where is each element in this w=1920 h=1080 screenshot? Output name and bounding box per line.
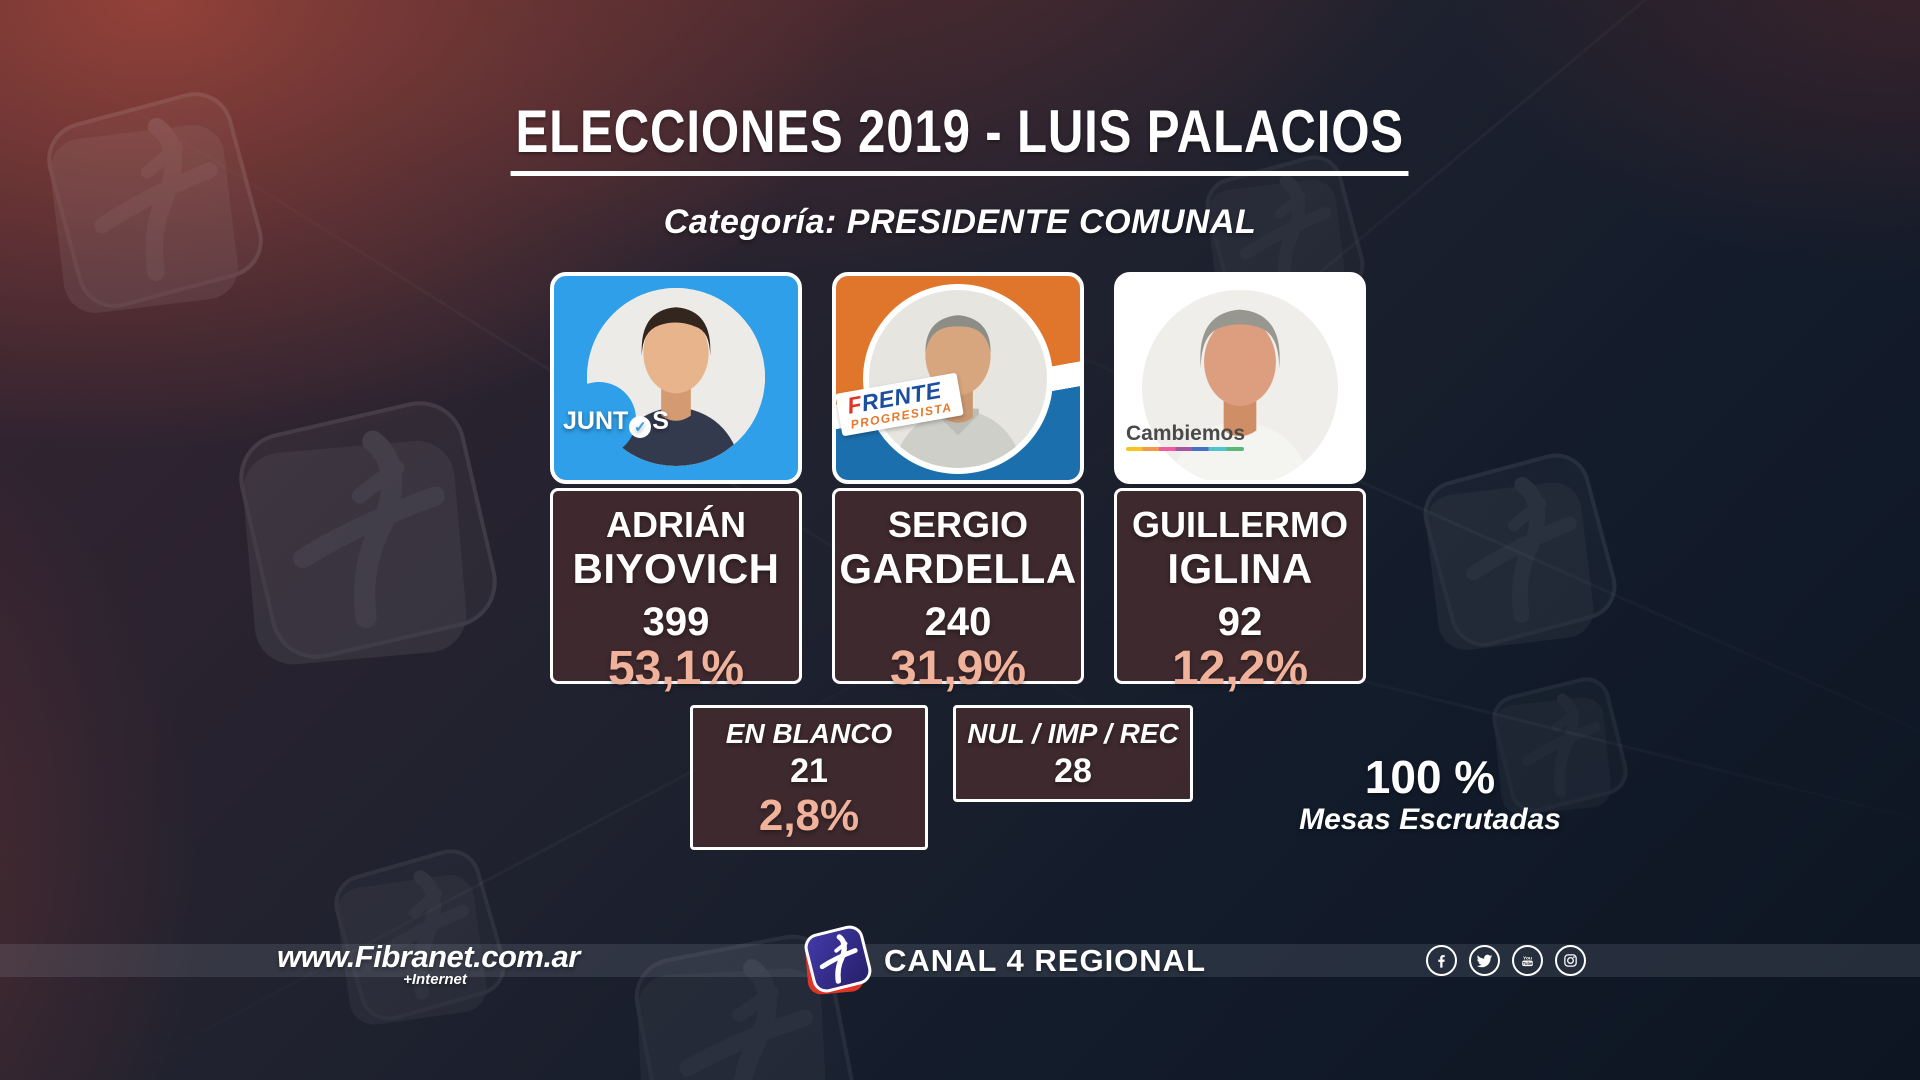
blank-votes-label: EN BLANCO <box>725 718 893 749</box>
candidate-votes: 92 <box>1217 599 1263 644</box>
candidate-result-panel: SERGIO GARDELLA 240 31,9% <box>832 488 1084 694</box>
youtube-icon: You Tube <box>1512 945 1543 976</box>
facebook-icon <box>1426 945 1457 976</box>
candidate-photo-panel: FRENTE PROGRESISTA <box>832 272 1084 484</box>
candidate-last-name: IGLINA <box>1167 544 1313 592</box>
candidate-card-iglina: Cambiemos GUILLERMO IGLINA 92 12,2% <box>1114 272 1366 694</box>
canal4-watermark-icon <box>627 927 863 1080</box>
candidate-last-name: BIYOVICH <box>572 544 780 592</box>
candidate-first-name: GUILLERMO <box>1132 504 1348 545</box>
scrutiny-block: 100 % Mesas Escrutadas <box>1270 752 1590 837</box>
null-votes-box: NUL / IMP / REC 28 <box>953 705 1193 802</box>
candidate-votes: 240 <box>924 599 992 644</box>
channel-name: CANAL 4 REGIONAL <box>884 943 1207 978</box>
null-votes-label: NUL / IMP / REC <box>967 718 1179 749</box>
canal4-watermark-icon <box>38 83 272 317</box>
candidate-portrait <box>1142 290 1338 480</box>
juntos-wordmark-pre: JUNT <box>563 407 629 435</box>
candidate-card-biyovich: JUNT ✓ S ADRIÁN BIYOVICH 399 53,1% <box>550 272 802 694</box>
candidate-first-name: SERGIO <box>887 504 1029 545</box>
canal4-watermark-icon <box>1199 149 1371 321</box>
sponsor-website: www.Fibranet.com.ar +Internet <box>277 939 580 988</box>
juntos-logo: JUNT ✓ S <box>563 407 669 438</box>
category-subtitle: Categoría: PRESIDENTE COMUNAL <box>663 203 1257 241</box>
canal4-watermark-icon <box>1487 672 1633 818</box>
candidate-first-name: ADRIÁN <box>606 504 746 545</box>
footer-band <box>0 944 1920 977</box>
blank-votes-percent: 2,8% <box>758 791 860 841</box>
candidate-percent: 12,2% <box>1171 641 1309 695</box>
canal4-watermark-icon <box>327 842 513 1028</box>
candidate-result-panel: ADRIÁN BIYOVICH 399 53,1% <box>550 488 802 694</box>
candidate-percent: 31,9% <box>889 641 1027 695</box>
scrutiny-label: Mesas Escrutadas <box>1299 802 1561 836</box>
blank-votes-count: 21 <box>790 751 828 790</box>
null-votes-count: 28 <box>1054 751 1092 790</box>
canal4-watermark-icon <box>230 392 506 668</box>
candidate-votes: 399 <box>642 599 710 644</box>
candidate-photo-panel: Cambiemos <box>1114 272 1366 484</box>
juntos-wordmark-suf: S <box>652 407 669 435</box>
candidate-percent: 53,1% <box>607 641 745 695</box>
page-title: ELECCIONES 2019 - LUIS PALACIOS <box>510 100 1410 176</box>
candidate-cards: JUNT ✓ S ADRIÁN BIYOVICH 399 53,1% <box>550 272 1366 694</box>
cambiemos-logo: Cambiemos <box>1126 422 1246 452</box>
candidate-card-gardella: FRENTE PROGRESISTA SERGIO GARDELLA 240 3… <box>832 272 1084 694</box>
juntos-check-icon: ✓ <box>629 416 652 438</box>
scrutiny-percent: 100 % <box>1364 751 1496 803</box>
candidate-result-panel: GUILLERMO IGLINA 92 12,2% <box>1114 488 1366 694</box>
candidate-photo-panel: JUNT ✓ S <box>550 272 802 484</box>
sponsor-website-url: www.Fibranet.com.ar <box>277 939 580 974</box>
canal4-watermark-icon <box>1415 445 1625 655</box>
juntos-logo-backdrop <box>562 382 636 456</box>
cambiemos-rainbow-bar <box>1126 447 1244 452</box>
social-icons: You Tube <box>1426 945 1586 976</box>
candidate-last-name: GARDELLA <box>839 544 1077 592</box>
instagram-icon <box>1555 945 1586 976</box>
svg-text:Tube: Tube <box>1523 961 1533 966</box>
twitter-icon <box>1469 945 1500 976</box>
svg-text:You: You <box>1523 955 1532 961</box>
candidate-portrait <box>869 290 1047 468</box>
blank-votes-box: EN BLANCO 21 2,8% <box>690 705 928 850</box>
canal4-logo-plane-icon <box>801 922 875 996</box>
canal4-logo <box>801 922 875 996</box>
sponsor-website-tagline: +Internet <box>403 971 467 988</box>
cambiemos-wordmark: Cambiemos <box>1126 422 1246 445</box>
